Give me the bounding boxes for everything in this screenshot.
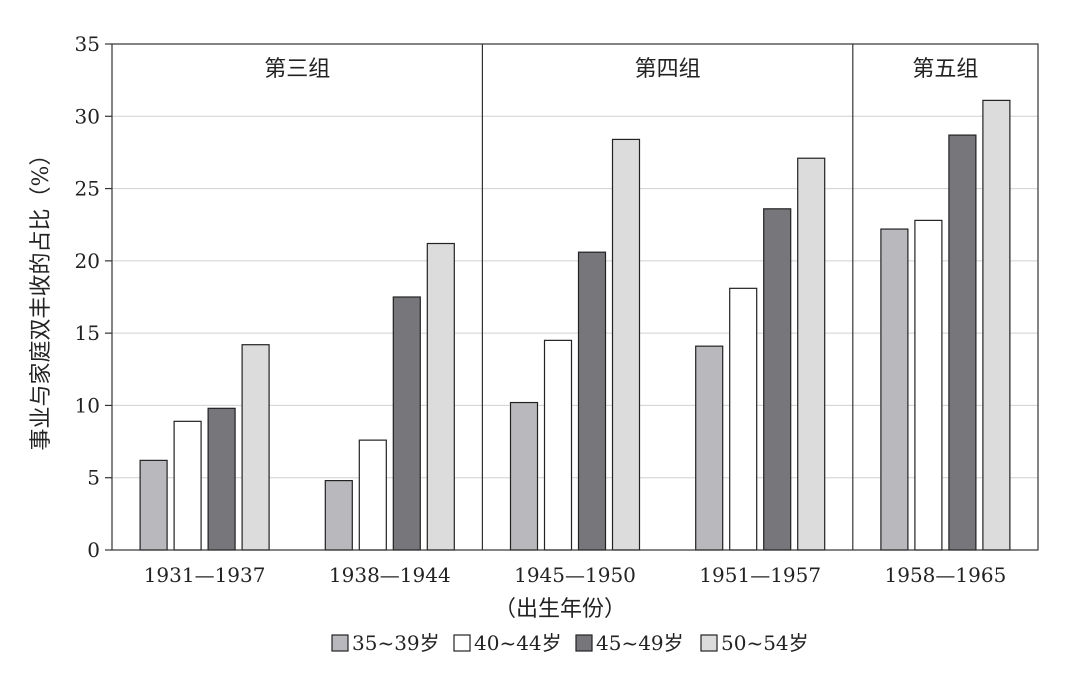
x-category-label: 1958—1965 <box>885 563 1007 587</box>
group-labels: 第三组 第四组 第五组 <box>264 44 978 550</box>
bar-45~49岁-1938—1944 <box>392 296 421 551</box>
bar-35~39岁-1951—1957 <box>695 345 724 551</box>
bar-40~44岁-1938—1944 <box>358 439 387 551</box>
bar-35~39岁-1945—1950 <box>509 401 539 551</box>
bar-50~54岁-1931—1937 <box>241 344 270 551</box>
legend-swatch <box>575 634 593 652</box>
y-tick-label: 5 <box>87 466 100 490</box>
bar-50~54岁-1938—1944 <box>426 242 455 551</box>
group-label: 第四组 <box>635 57 701 82</box>
bar-35~39岁-1938—1944 <box>324 480 353 551</box>
bar-40~44岁-1945—1950 <box>543 339 573 551</box>
bar-35~39岁-1931—1937 <box>139 459 168 551</box>
y-tick-label: 20 <box>75 249 100 273</box>
bars <box>139 99 1011 551</box>
bar-35~39岁-1958—1965 <box>880 228 909 551</box>
x-axis-categories: 1931—1937 1938—1944 1945—1950 1951—1957 1958… <box>144 563 1007 587</box>
x-category-label: 1938—1944 <box>329 563 451 587</box>
x-category-label: 1931—1937 <box>144 563 266 587</box>
bar-40~44岁-1931—1937 <box>173 420 202 551</box>
x-category-label: 1951—1957 <box>699 563 821 587</box>
legend-swatch <box>453 634 471 652</box>
y-tick-label: 35 <box>75 32 100 56</box>
bar-40~44岁-1958—1965 <box>914 219 943 551</box>
legend-label: 40~44岁 <box>474 631 562 655</box>
group-label: 第三组 <box>264 57 330 82</box>
x-category-label: 1945—1950 <box>514 563 636 587</box>
legend-label: 45~49岁 <box>596 631 684 655</box>
y-axis-title: 事业与家庭双丰收的占比（%） <box>29 144 54 451</box>
legend-label: 50~54岁 <box>721 631 809 655</box>
bar-50~54岁-1951—1957 <box>797 157 826 551</box>
plot-frame <box>111 43 1039 551</box>
y-axis-ticks: 0 5 10 15 20 25 30 35 <box>75 32 112 562</box>
legend-label: 35~39岁 <box>352 631 440 655</box>
y-tick-label: 10 <box>75 393 100 417</box>
y-tick-label: 30 <box>75 104 100 128</box>
y-tick-label: 15 <box>75 321 100 345</box>
y-tick-label: 0 <box>87 538 100 562</box>
bar-45~49岁-1931—1937 <box>207 407 236 551</box>
bar-45~49岁-1958—1965 <box>948 134 977 551</box>
legend-swatch <box>331 634 349 652</box>
bar-50~54岁-1945—1950 <box>611 138 641 551</box>
x-axis-title: （出生年份） <box>494 597 626 622</box>
bar-45~49岁-1945—1950 <box>577 251 607 551</box>
bar-40~44岁-1951—1957 <box>729 287 758 551</box>
plot-border <box>111 43 1039 551</box>
legend-swatch <box>700 634 718 652</box>
group-label: 第五组 <box>912 57 978 82</box>
bar-45~49岁-1951—1957 <box>763 208 792 551</box>
bar-50~54岁-1958—1965 <box>982 99 1011 551</box>
y-tick-label: 25 <box>75 177 100 201</box>
legend: 35~39岁 40~44岁 45~49岁 50~54岁 <box>331 631 809 655</box>
